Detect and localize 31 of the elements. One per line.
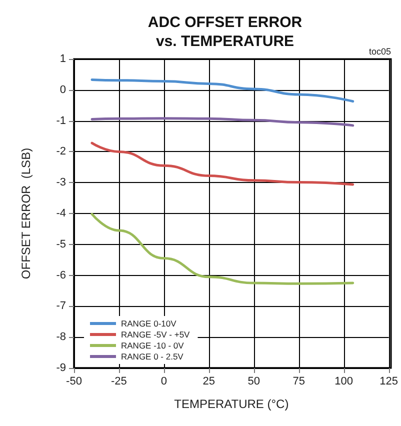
x-tick-label: 50 <box>248 376 260 388</box>
legend-label: RANGE 0-10V <box>121 318 177 328</box>
line-series <box>90 212 354 285</box>
legend-label: RANGE -5V - +5V <box>121 330 190 340</box>
line-series <box>90 142 354 186</box>
x-tick-label: 100 <box>334 376 354 388</box>
x-tick-label: 125 <box>380 376 398 388</box>
y-tick-label: -8 <box>56 331 66 344</box>
y-tick-label: -4 <box>56 208 66 220</box>
line-series <box>90 117 354 127</box>
y-tick-label: -5 <box>56 238 66 250</box>
x-axis-title: TEMPERATURE (°C) <box>174 397 289 411</box>
y-tick-label: -1 <box>56 114 66 127</box>
y-tick-label: -6 <box>56 269 66 282</box>
text: toc05 <box>368 46 392 56</box>
y-tick-label: 0 <box>60 84 66 96</box>
x-tick-label: -50 <box>66 376 82 388</box>
x-tick-label: 25 <box>202 376 216 388</box>
chart-title: ADC OFFSET ERROR vs. TEMPERATURE <box>148 14 302 50</box>
y-tick-label: -9 <box>56 362 66 374</box>
y-tick-label: -2 <box>56 146 66 158</box>
y-tick-label: 1 <box>60 53 66 65</box>
legend-label: RANGE -10 - 0V <box>121 340 184 350</box>
y-tick-label: -3 <box>56 176 66 189</box>
x-tick-label: 0 <box>160 376 168 388</box>
x-tick-label: 75 <box>292 376 305 388</box>
x-tick-label: -25 <box>111 376 127 388</box>
y-tick-label: -7 <box>56 300 66 312</box>
legend-label: RANGE 0 - 2.5V <box>121 352 184 362</box>
line-series <box>90 78 354 103</box>
y-axis-title: OFFSET ERROR (LSB) <box>19 148 33 280</box>
